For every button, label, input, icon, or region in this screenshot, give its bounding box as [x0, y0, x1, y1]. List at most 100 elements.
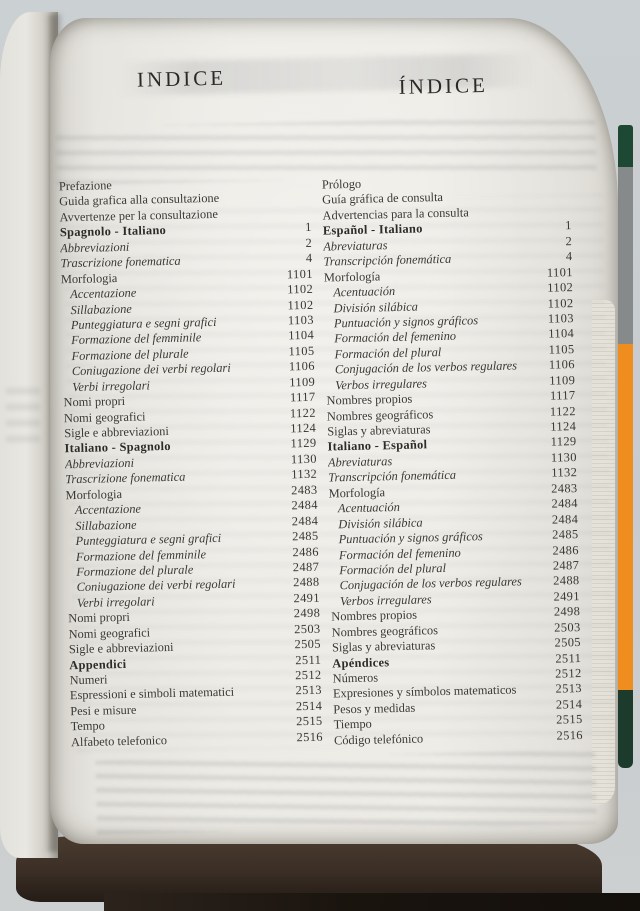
toc-entry-page-number: 1124 [290, 420, 317, 436]
toc-entry-page-number: 2484 [291, 497, 319, 513]
toc-entry-page-number: 1104 [288, 328, 315, 343]
toc-entry-label: Abreviaturas [323, 237, 388, 254]
toc-entry-page-number: 2484 [551, 511, 579, 527]
toc-entry-page-number: 1103 [547, 311, 575, 326]
toc-entry-label: Siglas y abreviaturas [331, 638, 436, 655]
toc-entry-page-number: 2483 [290, 482, 318, 498]
left-page-curl [0, 12, 58, 858]
toc-entry-label: Pesi e misure [70, 702, 137, 719]
toc-entry-label: Pesos y medidas [333, 700, 416, 717]
toc-entry-page-number: 2512 [295, 667, 322, 683]
toc-entry-page-number: 2503 [554, 619, 581, 635]
toc-entry-page-number: 2511 [295, 652, 322, 667]
toc-entry-page-number: 1 [305, 220, 312, 235]
toc-entry-page-number: 2516 [296, 729, 324, 745]
toc-entry-label: Tempo [70, 718, 106, 734]
toc-entry-page-number: 2516 [556, 727, 584, 743]
toc-entry-page-number: 2486 [552, 542, 580, 558]
toc-entry-label: Acentuación [333, 284, 396, 300]
toc-entry-page-number: 2513 [555, 681, 583, 697]
toc-entry-page-number: 1132 [551, 465, 578, 480]
toc-entry-label: Sillabazione [75, 517, 137, 533]
toc-entry-label: Appendici [69, 656, 127, 672]
toc-entry-page-number: 4 [305, 250, 313, 266]
toc-entry-page-number: 2491 [293, 590, 321, 606]
toc-entry-page-number: 2486 [292, 544, 320, 559]
toc-entry-label: Accentazione [70, 285, 137, 302]
toc-entry-page-number: 2487 [292, 559, 320, 575]
toc-entry-page-number: 1122 [549, 403, 577, 419]
toc-entry-label: Nomi propri [63, 394, 126, 410]
toc-entry-label: Nomi propri [68, 610, 131, 626]
book-bottom-cover [16, 836, 602, 902]
toc-entry-label: Acentuación [337, 500, 401, 516]
toc-entry-page-number: 1109 [289, 374, 316, 390]
toc-entry-label: Verbi irregolari [72, 378, 151, 394]
book-bottom-shadow [104, 893, 640, 911]
toc-entry-page-number: 2514 [295, 698, 323, 714]
toc-entry-page-number: 4 [565, 249, 573, 264]
toc-entry-page-number: 2513 [295, 683, 323, 698]
toc-entry-page-number: 2515 [556, 712, 583, 727]
toc-entry-page-number: 1106 [548, 357, 576, 372]
fore-edge-tab-gray [618, 167, 633, 344]
toc-entry-page-number: 1104 [548, 326, 575, 342]
toc-entry-page-number: 2498 [553, 604, 581, 619]
index-header-italian: INDICE [136, 65, 227, 92]
index-page-paper [50, 18, 618, 844]
toc-entry-page-number: 1122 [289, 405, 317, 420]
toc-entry-page-number: 1124 [550, 419, 577, 434]
toc-entry-page-number: 1101 [546, 264, 573, 280]
toc-entry-page-number: 2514 [555, 696, 583, 712]
toc-entry-page-number: 2515 [296, 714, 323, 729]
index-header-spanish: ÍNDICE [398, 72, 489, 99]
toc-entry-page-number: 2 [305, 235, 313, 250]
toc-entry-page-number: 1109 [549, 372, 576, 388]
toc-entry-label: Morfología [323, 268, 381, 285]
toc-entry-label: Prólogo [321, 176, 362, 192]
toc-entry-label: Accentazione [74, 501, 142, 518]
fore-edge-tab-green [618, 125, 633, 167]
toc-entry-page-number: 2484 [291, 513, 319, 528]
toc-entry-page-number: 1102 [287, 281, 314, 297]
toc-entry-page-number: 1 [565, 218, 572, 233]
toc-column-italian: Prefazione Guida grafica alla consultazio… [59, 174, 323, 751]
toc-entry-label: Alfabeto telefonico [70, 732, 168, 749]
toc-entry-page-number: 2487 [552, 557, 580, 573]
toc-entry-page-number: 1102 [547, 295, 574, 311]
toc-entry-page-number: 2484 [551, 496, 579, 511]
toc-entry-page-number: 1130 [290, 451, 318, 467]
toc-entry-label: Morfología [328, 485, 386, 501]
toc-entry-label: Trascrizione fonematica [65, 469, 186, 487]
toc-entry-page-number: 1102 [287, 297, 314, 312]
toc-entry-page-number: 2498 [293, 605, 321, 621]
bleedthrough-paragraph-bottom [95, 749, 597, 835]
fore-edge-page-stack [592, 300, 615, 805]
toc-entry-label: Números [332, 670, 379, 686]
toc-entry-page-number: 1105 [288, 343, 315, 359]
toc-entry-page-number: 2483 [551, 480, 578, 496]
toc-entry-page-number: 1103 [287, 312, 314, 328]
toc-entry-page-number: 1106 [288, 359, 315, 374]
toc-entry-page-number: 1129 [290, 436, 317, 451]
toc-entry-label: Nomi geografici [68, 625, 151, 641]
toc-entry-label: Transcripción fonemática [323, 251, 452, 269]
toc-entry-label: Abbreviazioni [60, 239, 130, 256]
toc-column-spanish: Prólogo Guía gráfica de consulta Advertenc… [322, 172, 583, 748]
toc-entry-page-number: 1130 [550, 449, 578, 465]
toc-entry-label: Morfologia [60, 270, 118, 286]
toc-entry-label: Advertencias para la consulta [322, 205, 469, 223]
toc-entry-label: Prefazione [58, 178, 112, 194]
toc-entry-label: Italiano - Spagnolo [64, 439, 171, 456]
toc-entry-page-number: 1102 [547, 280, 574, 295]
toc-entry-page-number: 2511 [555, 650, 582, 666]
toc-entry-label: Morfologia [65, 486, 123, 502]
toc-entry-page-number: 1129 [550, 434, 577, 450]
fore-edge-tab-orange [618, 344, 633, 690]
toc-entry-label: Verbi irregolari [76, 594, 155, 610]
toc-entry-label: Sillabazione [70, 301, 132, 317]
toc-entry-page-number: 2 [565, 233, 573, 249]
toc-entry-label: Italiano - Español [327, 437, 428, 454]
toc-entry-label: Sigle e abbreviazioni [68, 640, 174, 657]
